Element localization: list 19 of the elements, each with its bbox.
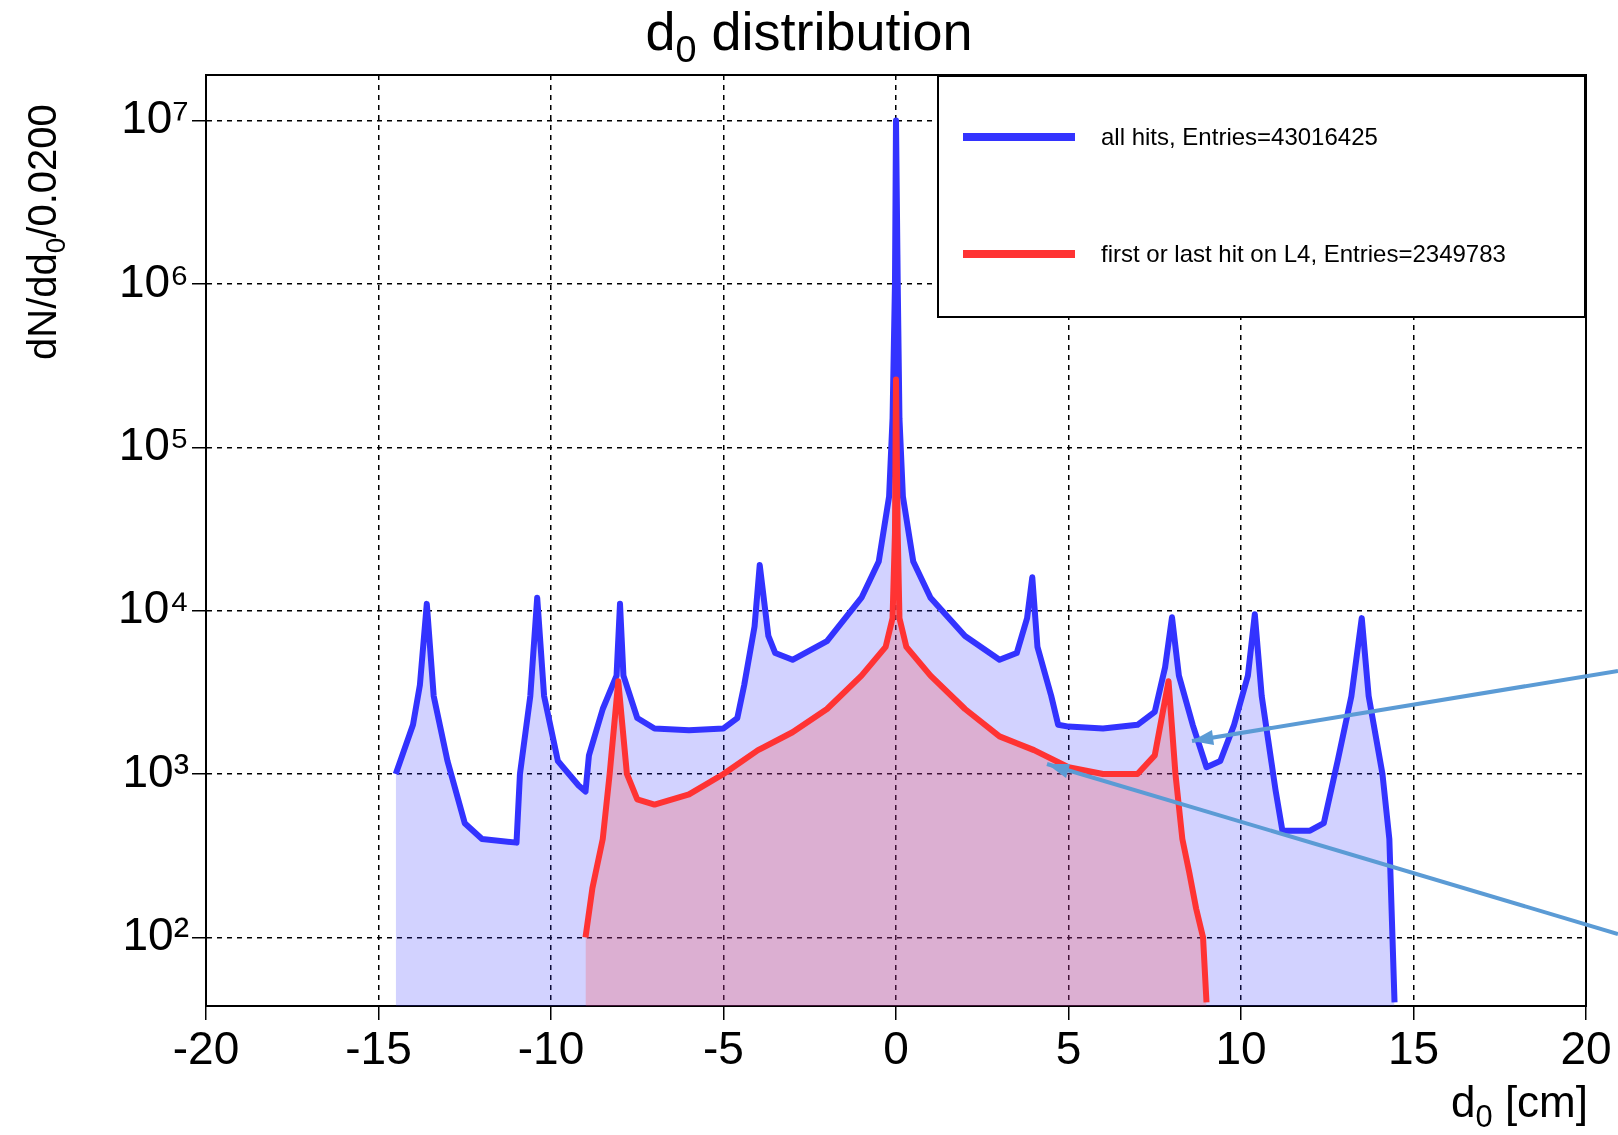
legend-label: all hits, Entries=43016425 xyxy=(1101,123,1378,151)
x-tick-label: 15 xyxy=(1387,1022,1440,1075)
y-tick-label: 10⁴ xyxy=(118,581,189,634)
x-tick-label: -5 xyxy=(703,1022,744,1075)
x-tick-label: 0 xyxy=(883,1022,909,1075)
x-tick-label: 10 xyxy=(1215,1022,1267,1075)
y-tick-label: 10² xyxy=(122,908,189,961)
x-tick-label: 20 xyxy=(1560,1022,1612,1075)
x-axis-title: d$_{0}$ [cm] xyxy=(1451,1077,1588,1135)
legend-label: first or last hit on L4, Entries=2349783 xyxy=(1101,240,1506,268)
y-tick-label: 10⁷ xyxy=(121,91,189,144)
x-tick-label: -20 xyxy=(172,1022,240,1075)
y-tick-label: 10³ xyxy=(122,744,189,797)
x-tick-label: -10 xyxy=(517,1022,585,1075)
y-tick-label: 10⁵ xyxy=(118,417,189,470)
chart-title: d$_{0}$ distribution xyxy=(644,0,974,71)
y-tick-label: 10⁶ xyxy=(118,254,189,307)
x-tick-label: -15 xyxy=(345,1022,412,1075)
x-tick-label: 5 xyxy=(1055,1022,1082,1075)
